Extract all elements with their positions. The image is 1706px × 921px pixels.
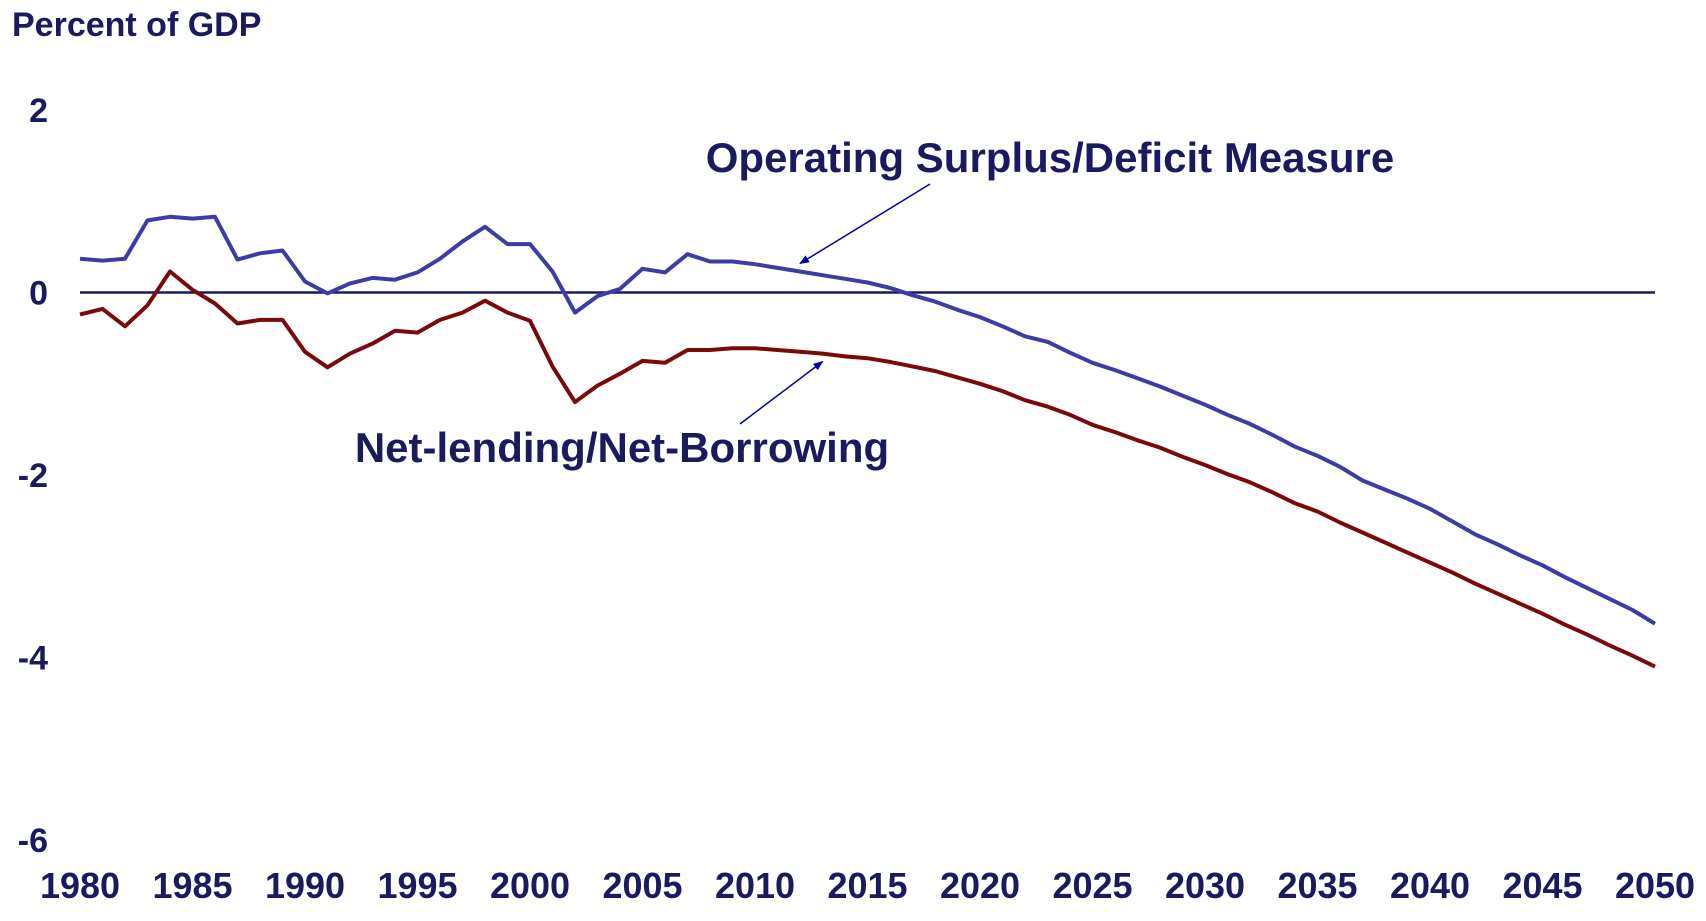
annotation-label: Net-lending/Net-Borrowing [355,424,889,471]
y-tick-labels: 2 0 -2 -4 -6 [18,92,48,860]
x-tick-labels: 1980 1985 1990 1995 2000 2005 2010 2015 2020 2025… [40,865,1695,906]
y-tick-label: 2 [29,92,48,130]
x-tick-label: 2035 [1277,865,1357,906]
annotations: Operating Surplus/Deficit Measure Net-len… [355,134,1394,471]
annotation-label: Operating Surplus/Deficit Measure [706,134,1395,181]
y-axis-unit-label: Percent of GDP [12,6,262,44]
x-tick-label: 2020 [940,865,1020,906]
series-layer [79,214,1657,669]
x-tick-label: 2045 [1502,865,1582,906]
x-tick-label: 1995 [377,865,457,906]
x-tick-label: 2050 [1615,865,1695,906]
y-tick-label: -4 [18,640,48,678]
x-tick-label: 1980 [40,865,120,906]
annotation-arrow [739,361,824,425]
annotation-arrow [799,183,931,265]
x-tick-label: 1990 [265,865,345,906]
x-tick-label: 2030 [1165,865,1245,906]
y-tick-label: -2 [18,457,48,495]
x-tick-label: 1985 [152,865,232,906]
series-line-0 [79,214,1657,626]
x-tick-label: 2005 [602,865,682,906]
series-line-1 [79,269,1656,669]
x-tick-label: 2000 [490,865,570,906]
x-tick-label: 2025 [1052,865,1132,906]
x-tick-label: 2015 [827,865,907,906]
x-tick-label: 2040 [1390,865,1470,906]
y-tick-label: -6 [18,822,48,860]
y-tick-label: 0 [29,275,48,313]
x-tick-label: 2010 [715,865,795,906]
